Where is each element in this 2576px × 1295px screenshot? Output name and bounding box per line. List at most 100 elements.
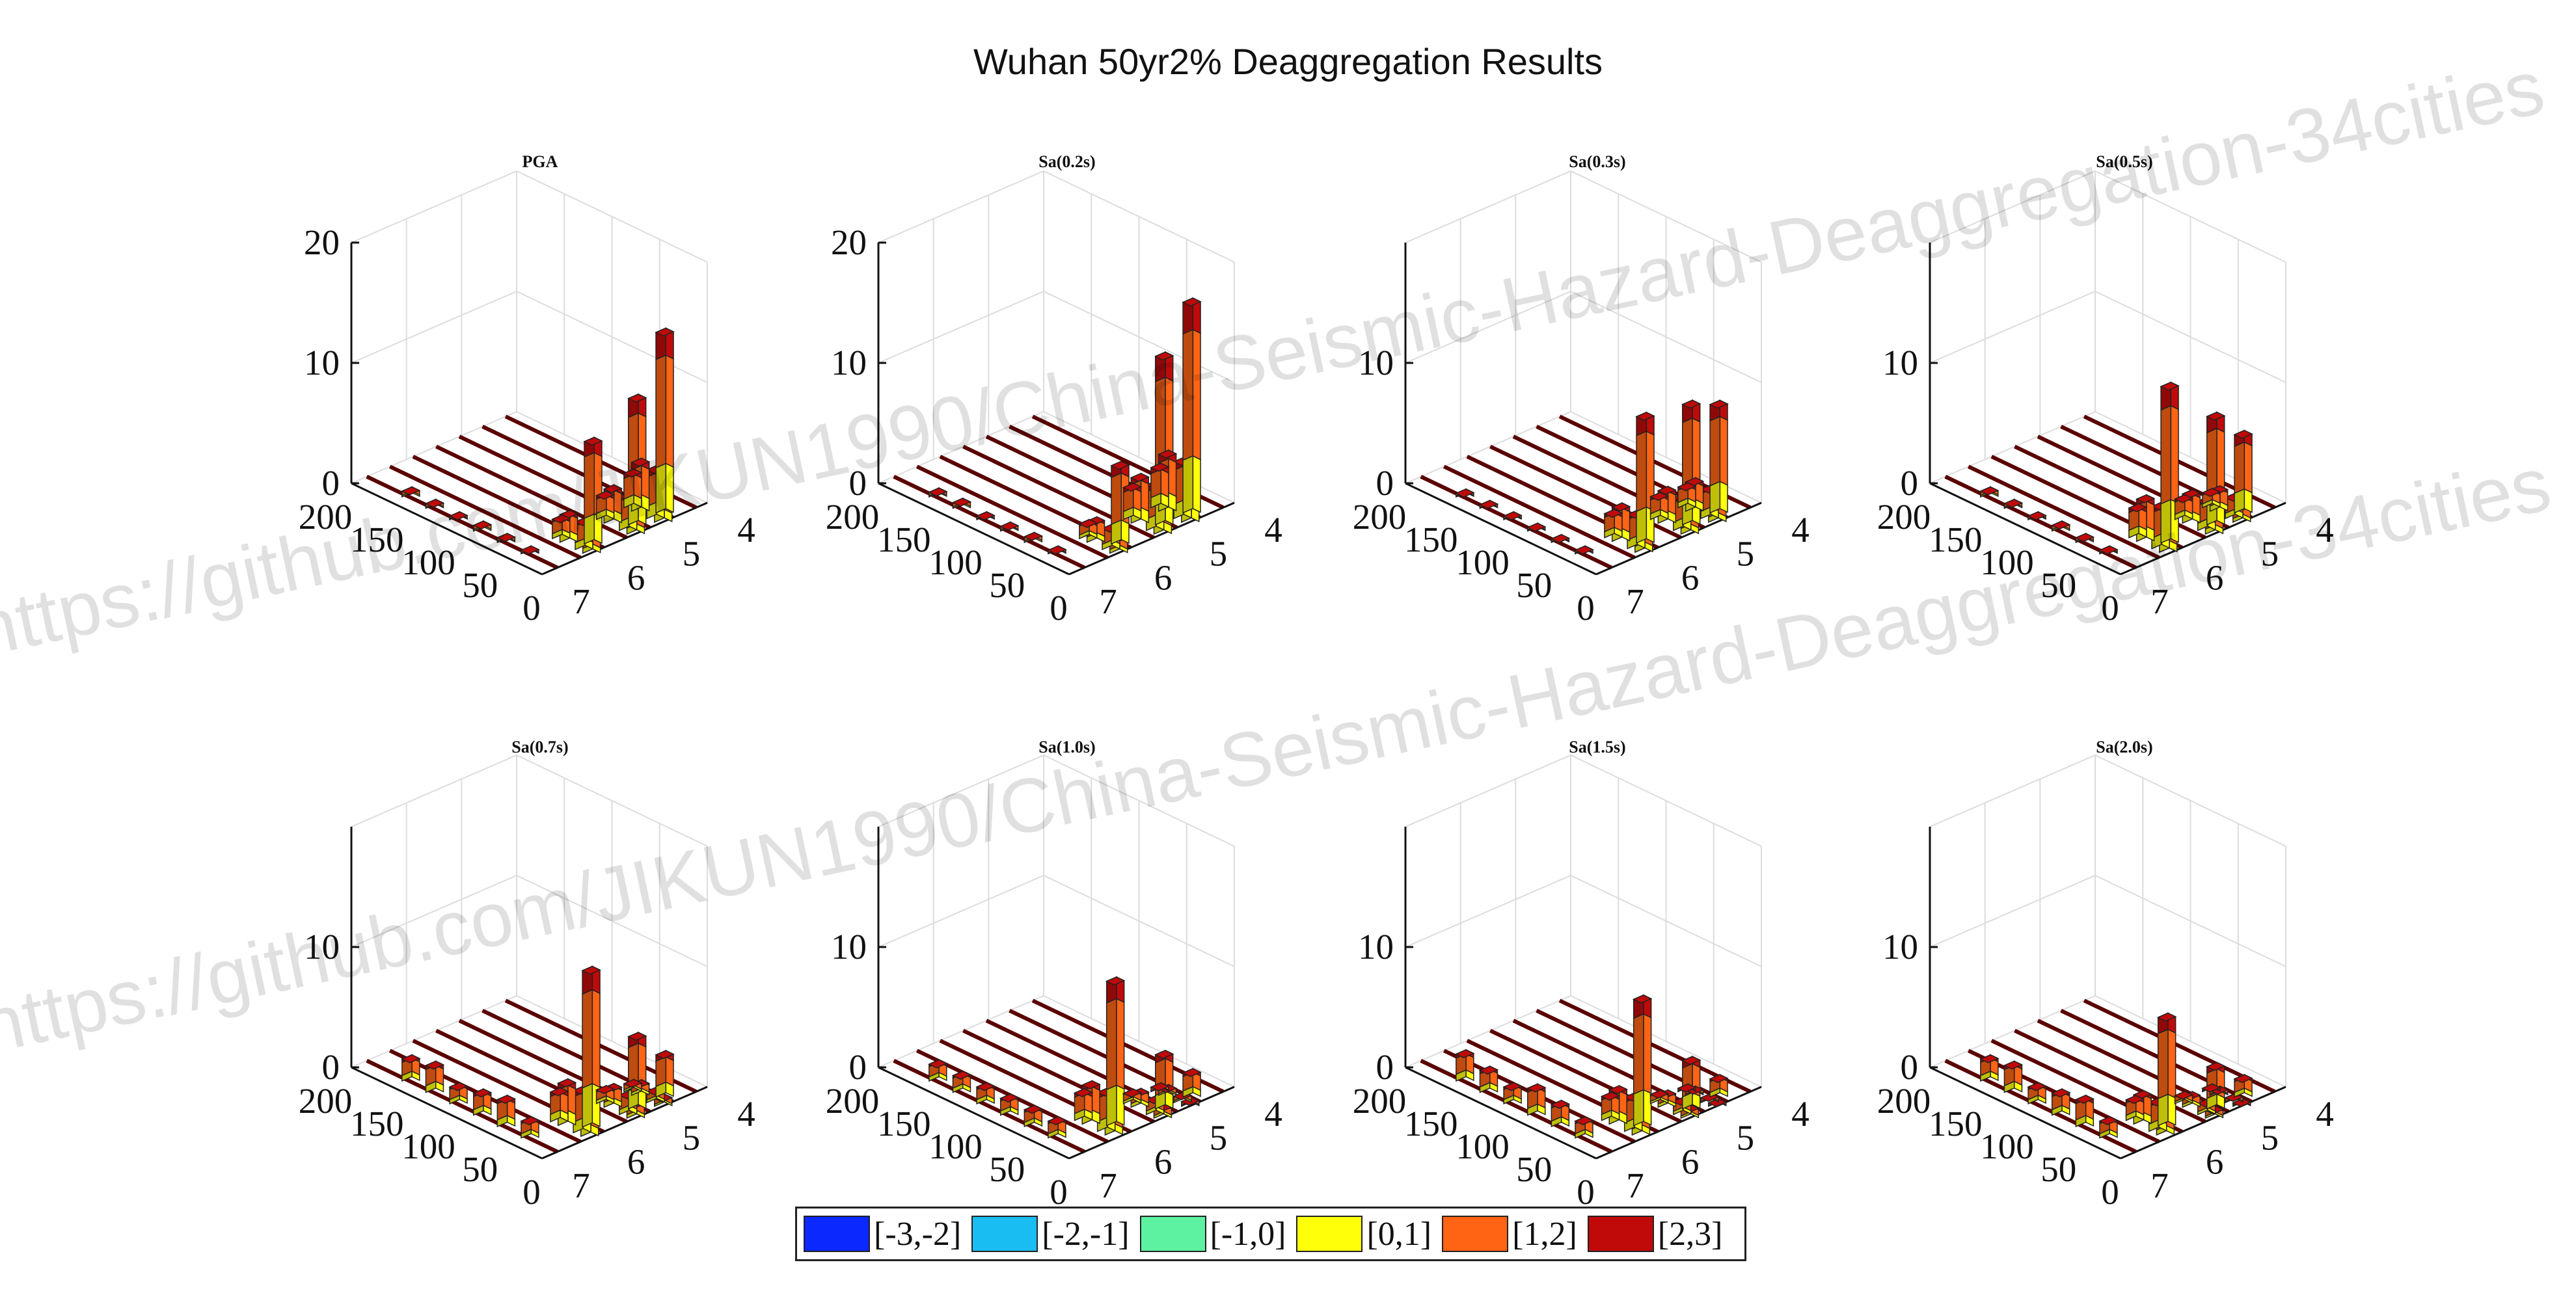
z-tick-label: 0 bbox=[849, 1047, 867, 1087]
bar-top bbox=[2135, 494, 2156, 503]
bar bbox=[2233, 1073, 2253, 1098]
distance-tick-label: 150 bbox=[1929, 1104, 1983, 1143]
bar-face bbox=[1116, 998, 1125, 1090]
bar bbox=[472, 520, 493, 532]
bar bbox=[401, 486, 421, 498]
distance-tick-label: 100 bbox=[401, 542, 455, 582]
bar-top bbox=[1681, 399, 1702, 409]
legend: [-3,-2] [-2,-1] [-1,0] [0,1] [1,2] [2,3] bbox=[795, 1207, 1746, 1261]
bar-side bbox=[1111, 472, 1122, 526]
distance-tick-label: 100 bbox=[1456, 542, 1510, 582]
bar-top bbox=[1550, 534, 1571, 543]
bar bbox=[1047, 545, 1067, 555]
bar-top bbox=[496, 533, 517, 542]
bar bbox=[2027, 511, 2047, 521]
bar bbox=[558, 509, 579, 543]
bar-top bbox=[1047, 545, 1067, 555]
bar bbox=[999, 1093, 1020, 1116]
bar-side bbox=[584, 513, 595, 545]
bar bbox=[2074, 532, 2095, 544]
floor-line bbox=[1443, 464, 1636, 560]
bar-top bbox=[1681, 1056, 1702, 1065]
bar-side bbox=[1636, 430, 1647, 513]
bar bbox=[1635, 411, 1655, 544]
bar-top bbox=[1709, 399, 1729, 409]
bar-top bbox=[999, 1093, 1020, 1103]
grid-line bbox=[878, 170, 1235, 263]
bar-side bbox=[2206, 427, 2217, 499]
bar-top bbox=[2173, 494, 2194, 503]
bar bbox=[401, 1054, 421, 1082]
legend-label: [-1,0] bbox=[1210, 1215, 1286, 1253]
magnitude-axis bbox=[2120, 501, 2286, 576]
magnitude-tick-label: 7 bbox=[2150, 1166, 2169, 1205]
bar bbox=[549, 1087, 569, 1123]
bar-top bbox=[2156, 1012, 2177, 1022]
magnitude-tick-label: 5 bbox=[1737, 534, 1755, 574]
distance-tick-label: 150 bbox=[877, 520, 931, 559]
grid-line bbox=[351, 874, 708, 967]
distance-tick-label: 100 bbox=[929, 542, 983, 582]
z-tick-label: 10 bbox=[304, 927, 340, 967]
bar-face bbox=[1140, 479, 1150, 513]
bar bbox=[448, 511, 468, 521]
bar-top bbox=[655, 327, 675, 337]
bar-top bbox=[2231, 1098, 2252, 1107]
bar-top bbox=[472, 1088, 493, 1098]
magnitude-axis bbox=[541, 1086, 708, 1160]
magnitude-tick-label: 5 bbox=[683, 1118, 701, 1158]
distance-tick-label: 50 bbox=[989, 1149, 1025, 1189]
bar-top bbox=[1182, 1068, 1202, 1077]
distance-tick-label: 100 bbox=[929, 1127, 983, 1166]
bar-top bbox=[2205, 1061, 2226, 1071]
bar-top bbox=[2201, 488, 2221, 498]
bar-top bbox=[1023, 1104, 1044, 1114]
bar-top bbox=[595, 1085, 616, 1095]
bar bbox=[2050, 520, 2071, 532]
z-tick-label: 0 bbox=[1376, 1047, 1394, 1087]
legend-swatch bbox=[804, 1216, 870, 1252]
distance-tick-label: 0 bbox=[2101, 588, 2119, 628]
bar-top bbox=[2098, 1116, 2119, 1126]
bar-top bbox=[448, 1082, 468, 1091]
bar-top bbox=[2050, 520, 2071, 530]
magnitude-tick-label: 6 bbox=[627, 557, 645, 597]
bar-side bbox=[582, 989, 593, 1089]
bar-top bbox=[1608, 1085, 1629, 1095]
bar-top bbox=[1677, 1083, 1697, 1093]
grid-line bbox=[878, 754, 1235, 847]
bar-top bbox=[1657, 485, 1677, 495]
bar-side bbox=[1709, 481, 1721, 514]
magnitude-tick-label: 7 bbox=[1626, 1166, 1644, 1205]
bar-top bbox=[520, 1116, 540, 1126]
distance-tick-label: 100 bbox=[1456, 1127, 1510, 1166]
grid-line bbox=[878, 874, 1235, 967]
bar-face bbox=[665, 462, 674, 513]
magnitude-tick-label: 7 bbox=[2150, 581, 2169, 621]
bar-side bbox=[584, 451, 595, 519]
bar-top bbox=[2173, 1091, 2194, 1100]
floor-line bbox=[893, 1059, 1086, 1154]
bar-top bbox=[1157, 449, 1178, 459]
bar-side bbox=[655, 1056, 667, 1088]
bar bbox=[1182, 297, 1202, 514]
bar bbox=[1478, 500, 1499, 509]
bar bbox=[1073, 1088, 1094, 1121]
bar-top bbox=[2201, 1083, 2221, 1093]
distance-tick-label: 150 bbox=[1404, 1104, 1458, 1143]
distance-tick-label: 200 bbox=[1877, 497, 1931, 537]
bar-top bbox=[1150, 1082, 1170, 1091]
bar-top bbox=[1023, 531, 1044, 541]
bar-top bbox=[975, 511, 996, 520]
bar-top bbox=[1709, 1074, 1729, 1084]
bar-top bbox=[999, 521, 1020, 531]
grid-line bbox=[1929, 290, 2286, 383]
distance-axis bbox=[878, 482, 1070, 576]
bar-top bbox=[2160, 381, 2180, 391]
bar bbox=[1603, 509, 1623, 539]
bar-top bbox=[1979, 1054, 2000, 1063]
